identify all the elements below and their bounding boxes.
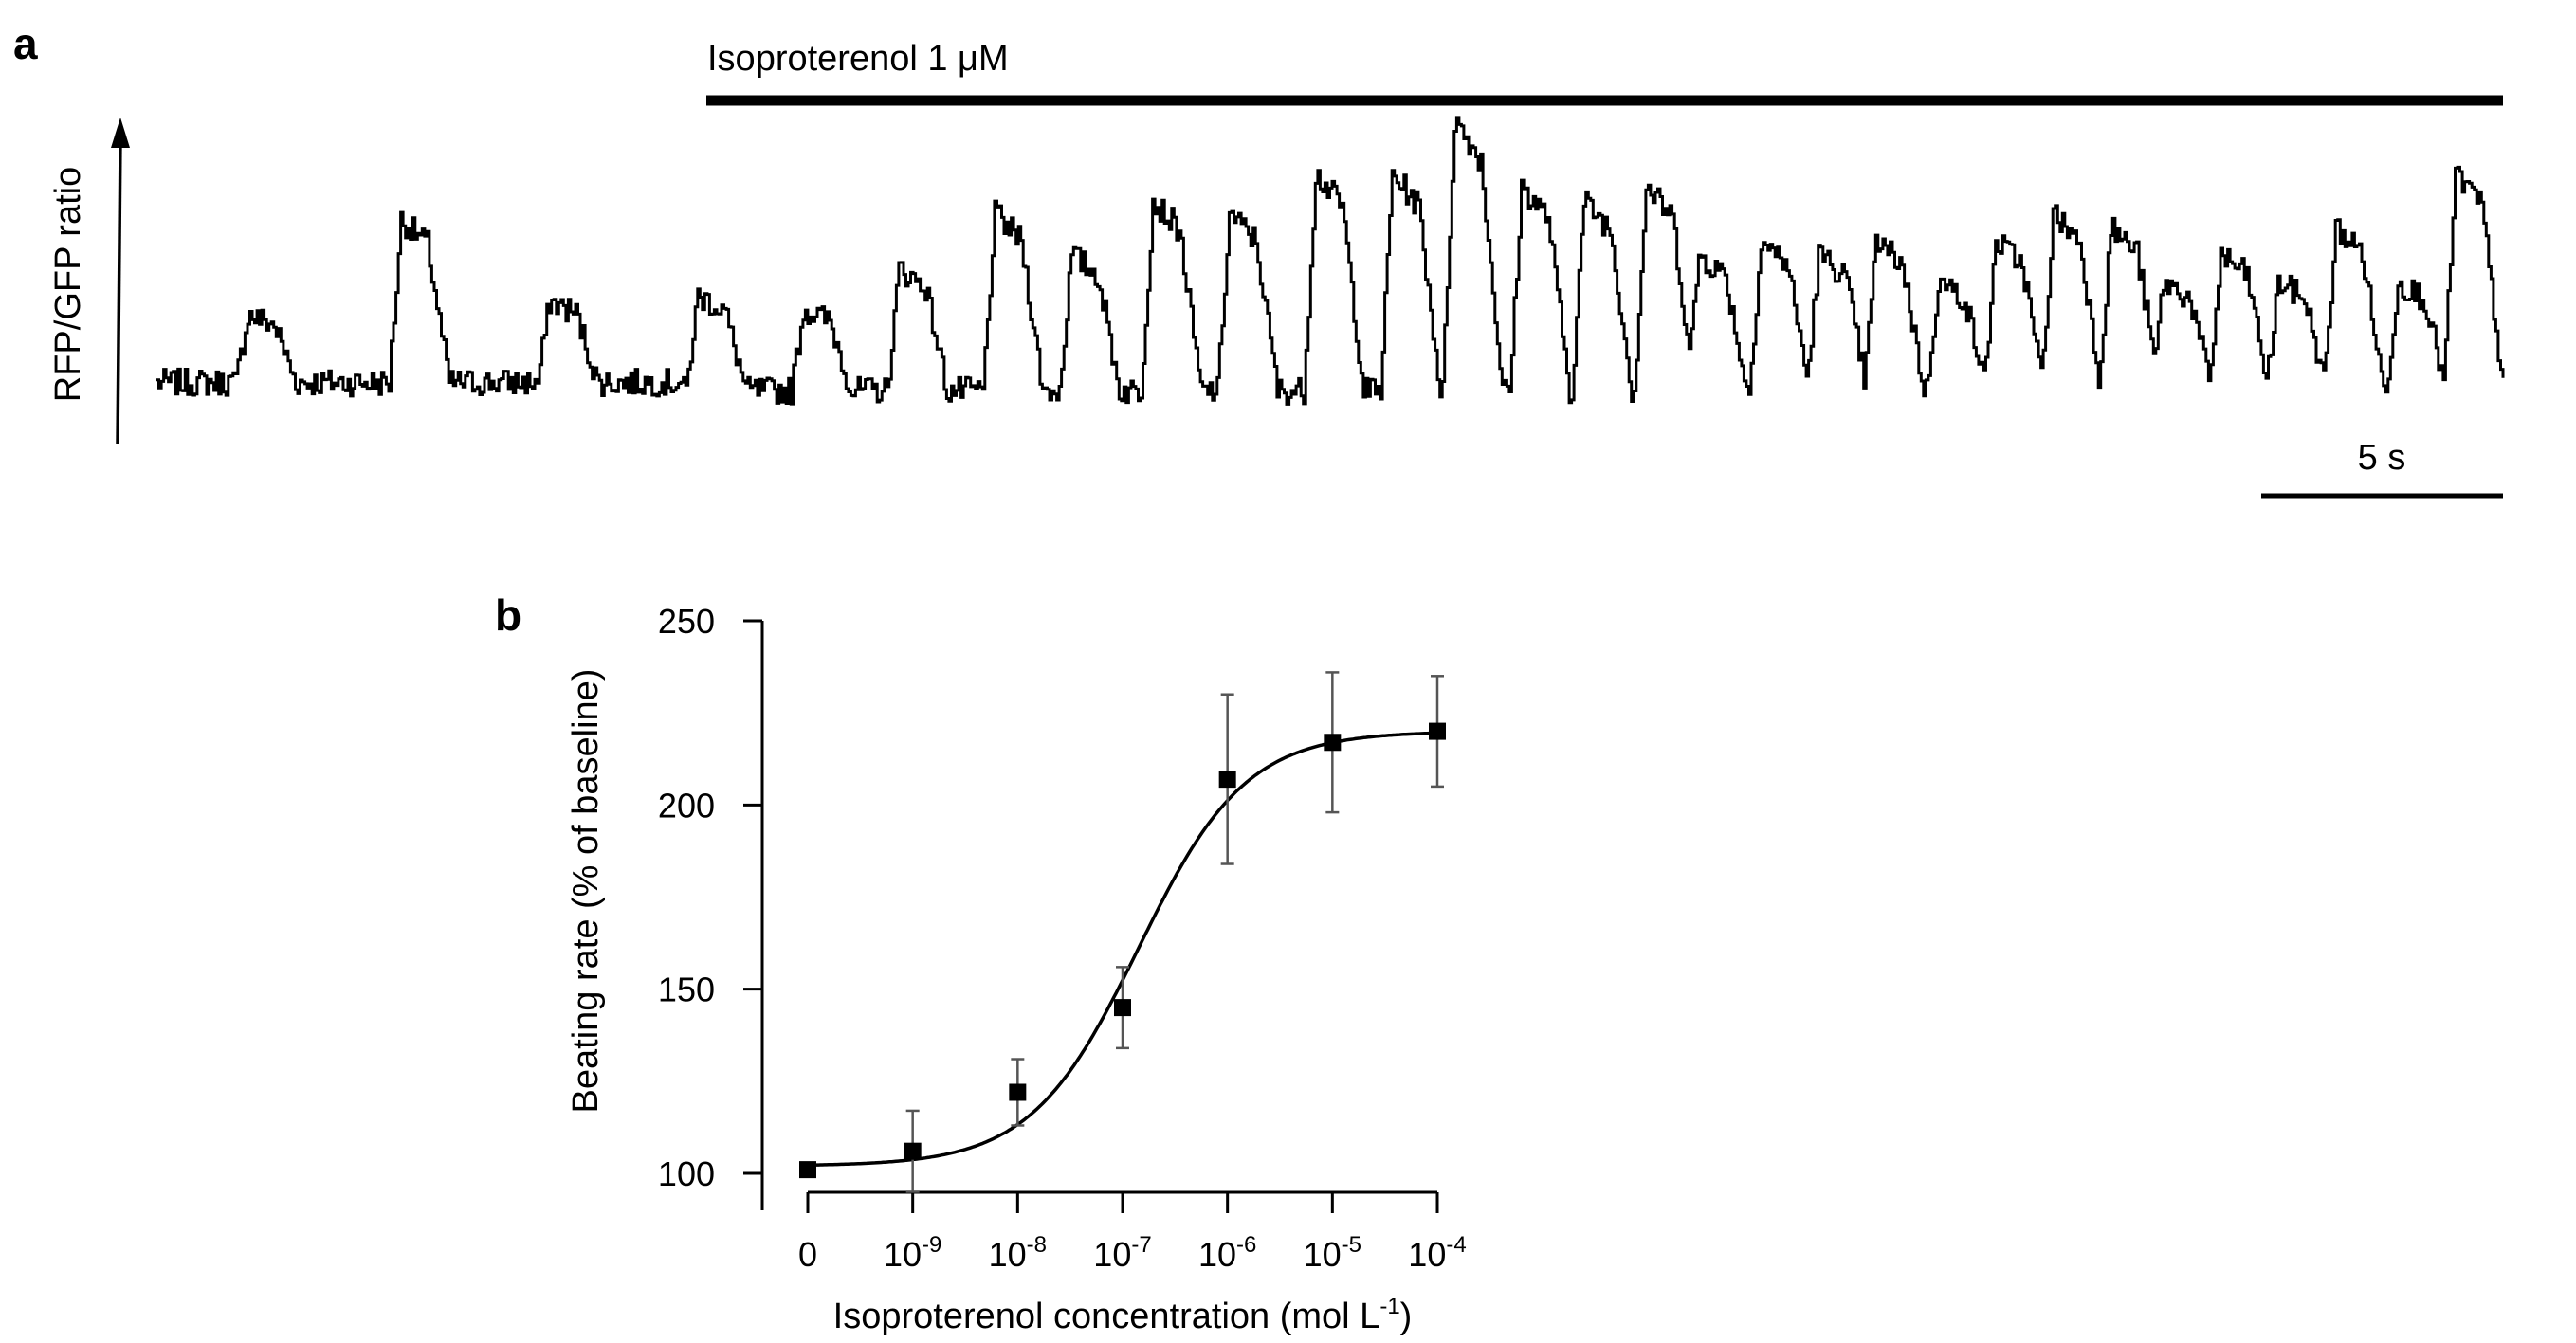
x-tick-label: 0 [798,1235,817,1274]
panel-b: b 100 150 200 250 0 10-9 10-8 10-7 10-6 10-5 10-4… [495,590,1467,1336]
x-ticks: 0 10-9 10-8 10-7 10-6 10-5 10-4 [798,1192,1467,1274]
sigmoid-fit-curve [807,731,1435,1168]
data-point [1009,1083,1027,1101]
panel-a-ylabel: RFP/GFP ratio [48,167,88,402]
data-point [1429,722,1446,740]
panel-b-label: b [495,590,521,640]
panel-a: a Isoproterenol 1 μM RFP/GFP ratio 5 s [13,19,2505,499]
y-tick-label: 150 [658,971,715,1009]
y-ticks: 100 150 200 250 [658,602,762,1193]
data-point [1324,734,1342,752]
x-tick-label: 10-9 [884,1232,941,1274]
panel-b-ylabel: Beating rate (% of baseline) [566,669,606,1114]
y-tick-label: 200 [658,786,715,825]
y-tick-label: 100 [658,1154,715,1193]
error-bars [905,671,1444,1193]
ratio-axis-arrow [111,118,130,445]
panel-b-xlabel: Isoproterenol concentration (mol L-1) [833,1294,1413,1336]
data-points [799,722,1446,1179]
time-scale-label: 5 s [2358,438,2406,478]
ratio-trace [156,116,2505,406]
drug-bar-label: Isoproterenol 1 μM [707,39,1009,79]
data-point [799,1161,816,1179]
x-tick-label: 10-5 [1304,1232,1361,1274]
data-point [904,1142,922,1160]
data-point [1218,771,1236,789]
y-tick-label: 250 [658,602,715,641]
panel-a-label: a [13,19,38,68]
data-point [1114,999,1131,1017]
x-tick-label: 10-4 [1408,1232,1466,1274]
x-tick-label: 10-8 [989,1232,1047,1274]
x-tick-label: 10-6 [1198,1232,1256,1274]
x-tick-label: 10-7 [1093,1232,1151,1274]
